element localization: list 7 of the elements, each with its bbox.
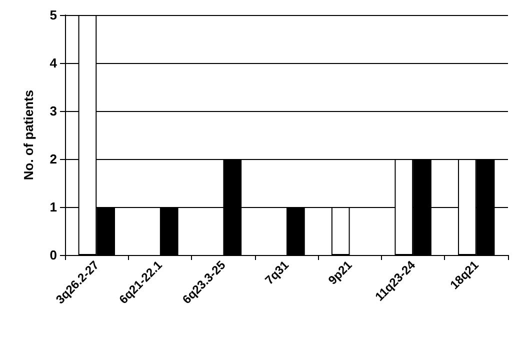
y-tick-label: 5	[50, 8, 57, 22]
y-axis-title: No. of patients	[21, 90, 36, 180]
y-tick-label: 1	[50, 200, 57, 214]
y-tick-label: 2	[50, 152, 57, 166]
y-tick-label: 0	[50, 248, 57, 262]
y-tick-label: 3	[50, 104, 57, 118]
y-tick-label: 4	[50, 56, 58, 70]
